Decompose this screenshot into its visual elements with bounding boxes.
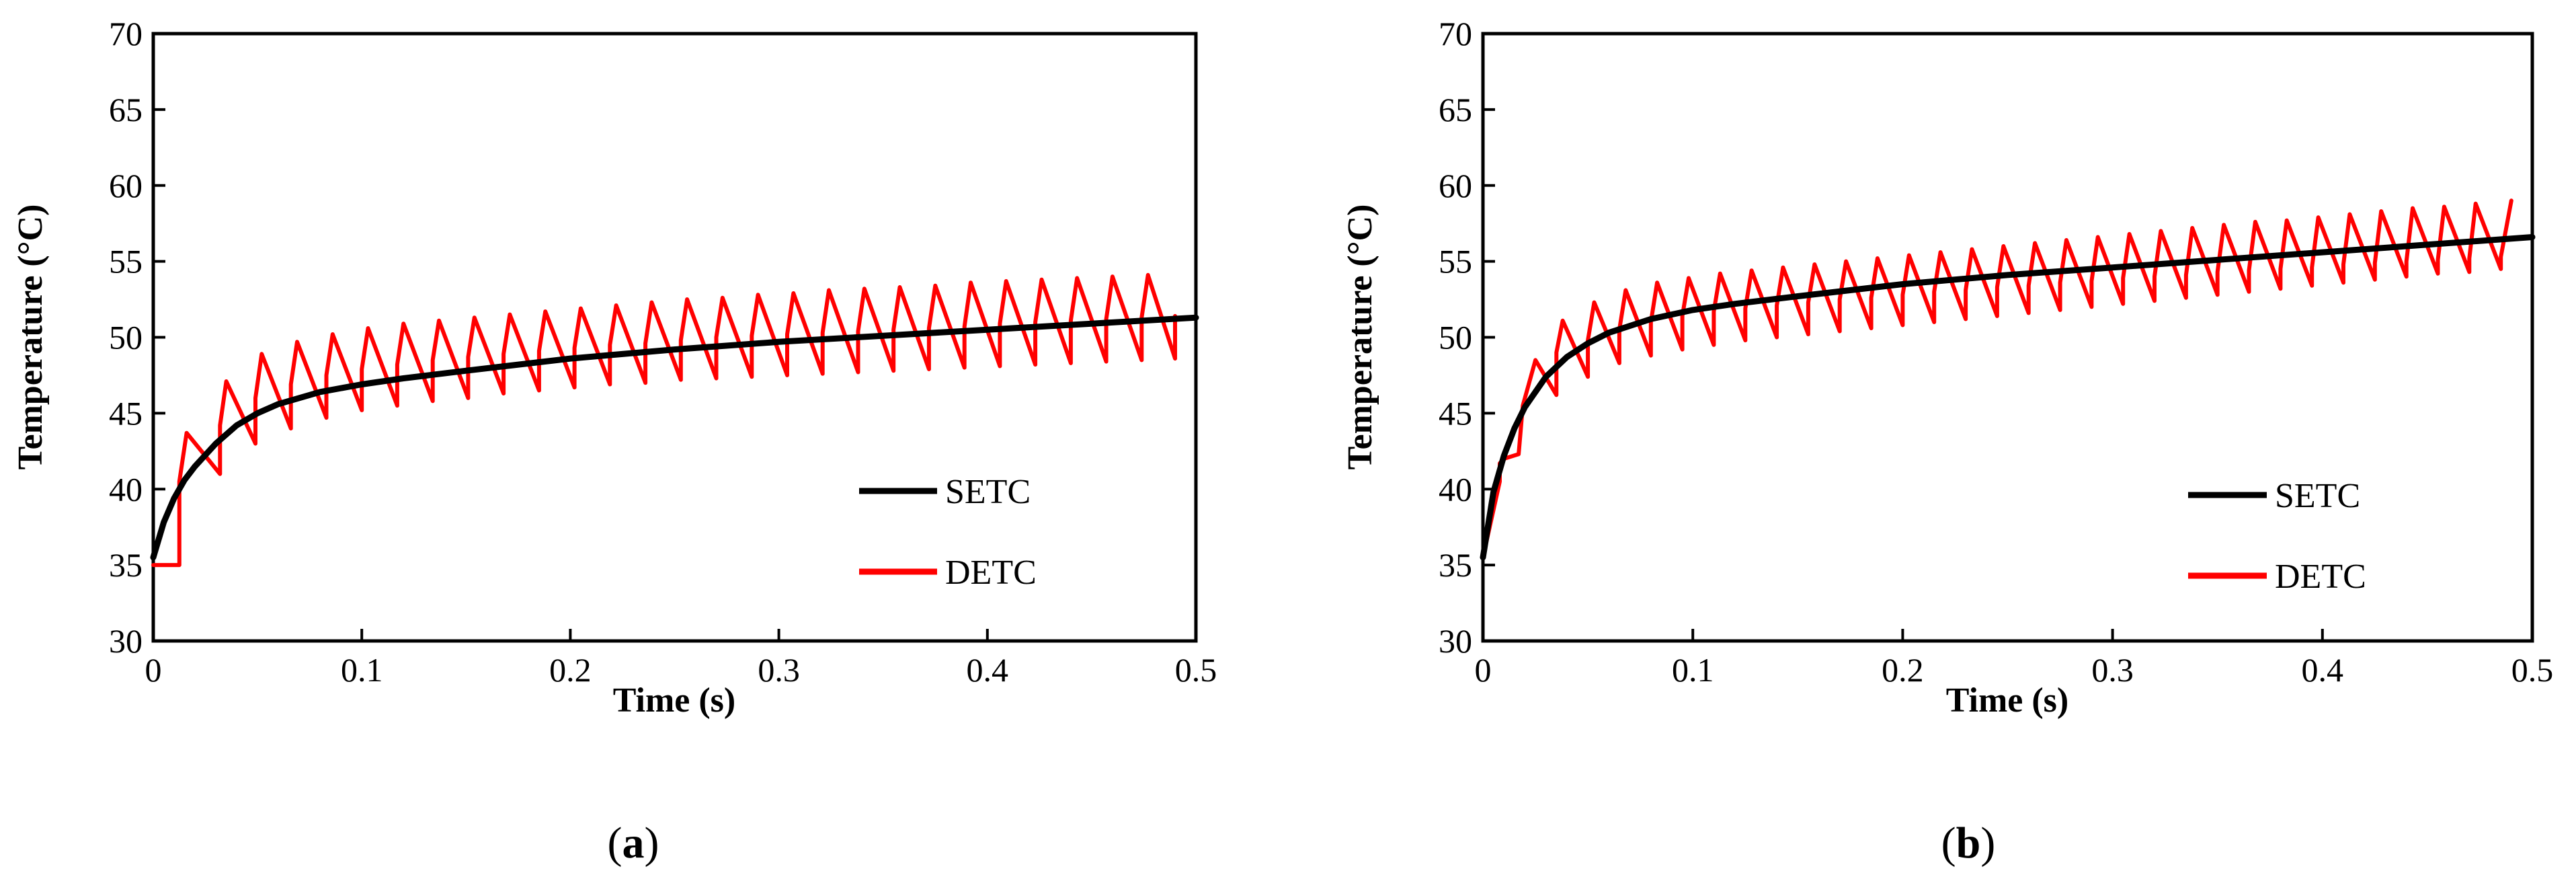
chart-panel-a: 0 0.1 0.2 0.3 0.4 0.5 30 35 40 45 50 55 60 65 70 Time…	[11, 15, 1217, 868]
y-tick-label: 50	[109, 319, 143, 356]
series-line-detc	[1481, 198, 2513, 560]
y-tick-label: 35	[1439, 546, 1472, 584]
caption-close-paren: )	[645, 819, 659, 868]
y-tick-label: 55	[1439, 243, 1472, 280]
x-axis-title: Time (s)	[613, 681, 735, 720]
x-tick-label: 0.5	[1175, 651, 1217, 689]
series-line-detc	[151, 272, 1177, 568]
y-tick-label: 45	[1439, 394, 1472, 432]
x-axis-ticks: 0 0.1 0.2 0.3 0.4 0.5	[145, 629, 1217, 689]
series-layer	[150, 272, 1199, 568]
x-tick-label: 0.4	[2302, 651, 2344, 689]
caption-close-paren: )	[1980, 819, 1995, 868]
plot-area-border	[1481, 32, 2534, 643]
y-tick-label: 70	[1439, 15, 1472, 52]
legend-label-setc: SETC	[2275, 477, 2360, 515]
x-tick-label: 0.1	[341, 651, 383, 689]
y-tick-label: 30	[1439, 622, 1472, 660]
y-axis-ticks: 30 35 40 45 50 55 60 65 70	[1439, 15, 1495, 660]
y-axis-ticks: 30 35 40 45 50 55 60 65 70	[109, 15, 165, 660]
series-layer	[1480, 198, 2536, 561]
x-tick-label: 0.4	[967, 651, 1009, 689]
x-tick-label: 0.5	[2511, 651, 2554, 689]
y-tick-label: 50	[1439, 319, 1472, 356]
chart-panel-b: 0 0.1 0.2 0.3 0.4 0.5 30 35 40 45 50 55 60 65 70 Time…	[1341, 15, 2553, 868]
legend: SETC DETC	[859, 473, 1037, 592]
y-tick-label: 40	[109, 470, 143, 508]
x-tick-label: 0.2	[1882, 651, 1924, 689]
x-tick-label: 0.3	[758, 651, 800, 689]
x-tick-label: 0	[1475, 651, 1492, 689]
x-axis-title: Time (s)	[1946, 681, 2068, 720]
caption-letter: b	[1956, 819, 1981, 868]
caption-letter: a	[622, 819, 645, 868]
panel-caption-b: (b)	[1941, 819, 1996, 868]
y-tick-label: 70	[109, 15, 143, 52]
y-tick-label: 35	[109, 546, 143, 584]
caption-open-paren: (	[1941, 819, 1956, 868]
y-tick-label: 45	[109, 394, 143, 432]
plot-area-border	[151, 32, 1198, 643]
series-line-setc	[1480, 234, 2536, 561]
y-tick-label: 30	[109, 622, 143, 660]
x-tick-label: 0.1	[1672, 651, 1714, 689]
y-axis-title: Temperature (°C)	[11, 204, 50, 470]
y-tick-label: 65	[1439, 91, 1472, 128]
y-axis-title: Temperature (°C)	[1341, 204, 1379, 470]
x-tick-label: 0	[145, 651, 162, 689]
y-tick-label: 60	[109, 167, 143, 204]
panel-caption-a: (a)	[608, 819, 659, 868]
caption-open-paren: (	[608, 819, 622, 868]
legend-label-detc: DETC	[2275, 558, 2366, 596]
series-line-setc	[150, 314, 1199, 561]
y-tick-label: 55	[109, 243, 143, 280]
legend-label-detc: DETC	[945, 554, 1037, 592]
x-tick-label: 0.2	[549, 651, 592, 689]
y-tick-label: 65	[109, 91, 143, 128]
x-tick-label: 0.3	[2091, 651, 2134, 689]
legend-label-setc: SETC	[945, 473, 1031, 511]
x-axis-ticks: 0 0.1 0.2 0.3 0.4 0.5	[1475, 629, 2554, 689]
y-tick-label: 60	[1439, 167, 1472, 204]
legend: SETC DETC	[2188, 477, 2366, 596]
y-tick-label: 40	[1439, 470, 1472, 508]
